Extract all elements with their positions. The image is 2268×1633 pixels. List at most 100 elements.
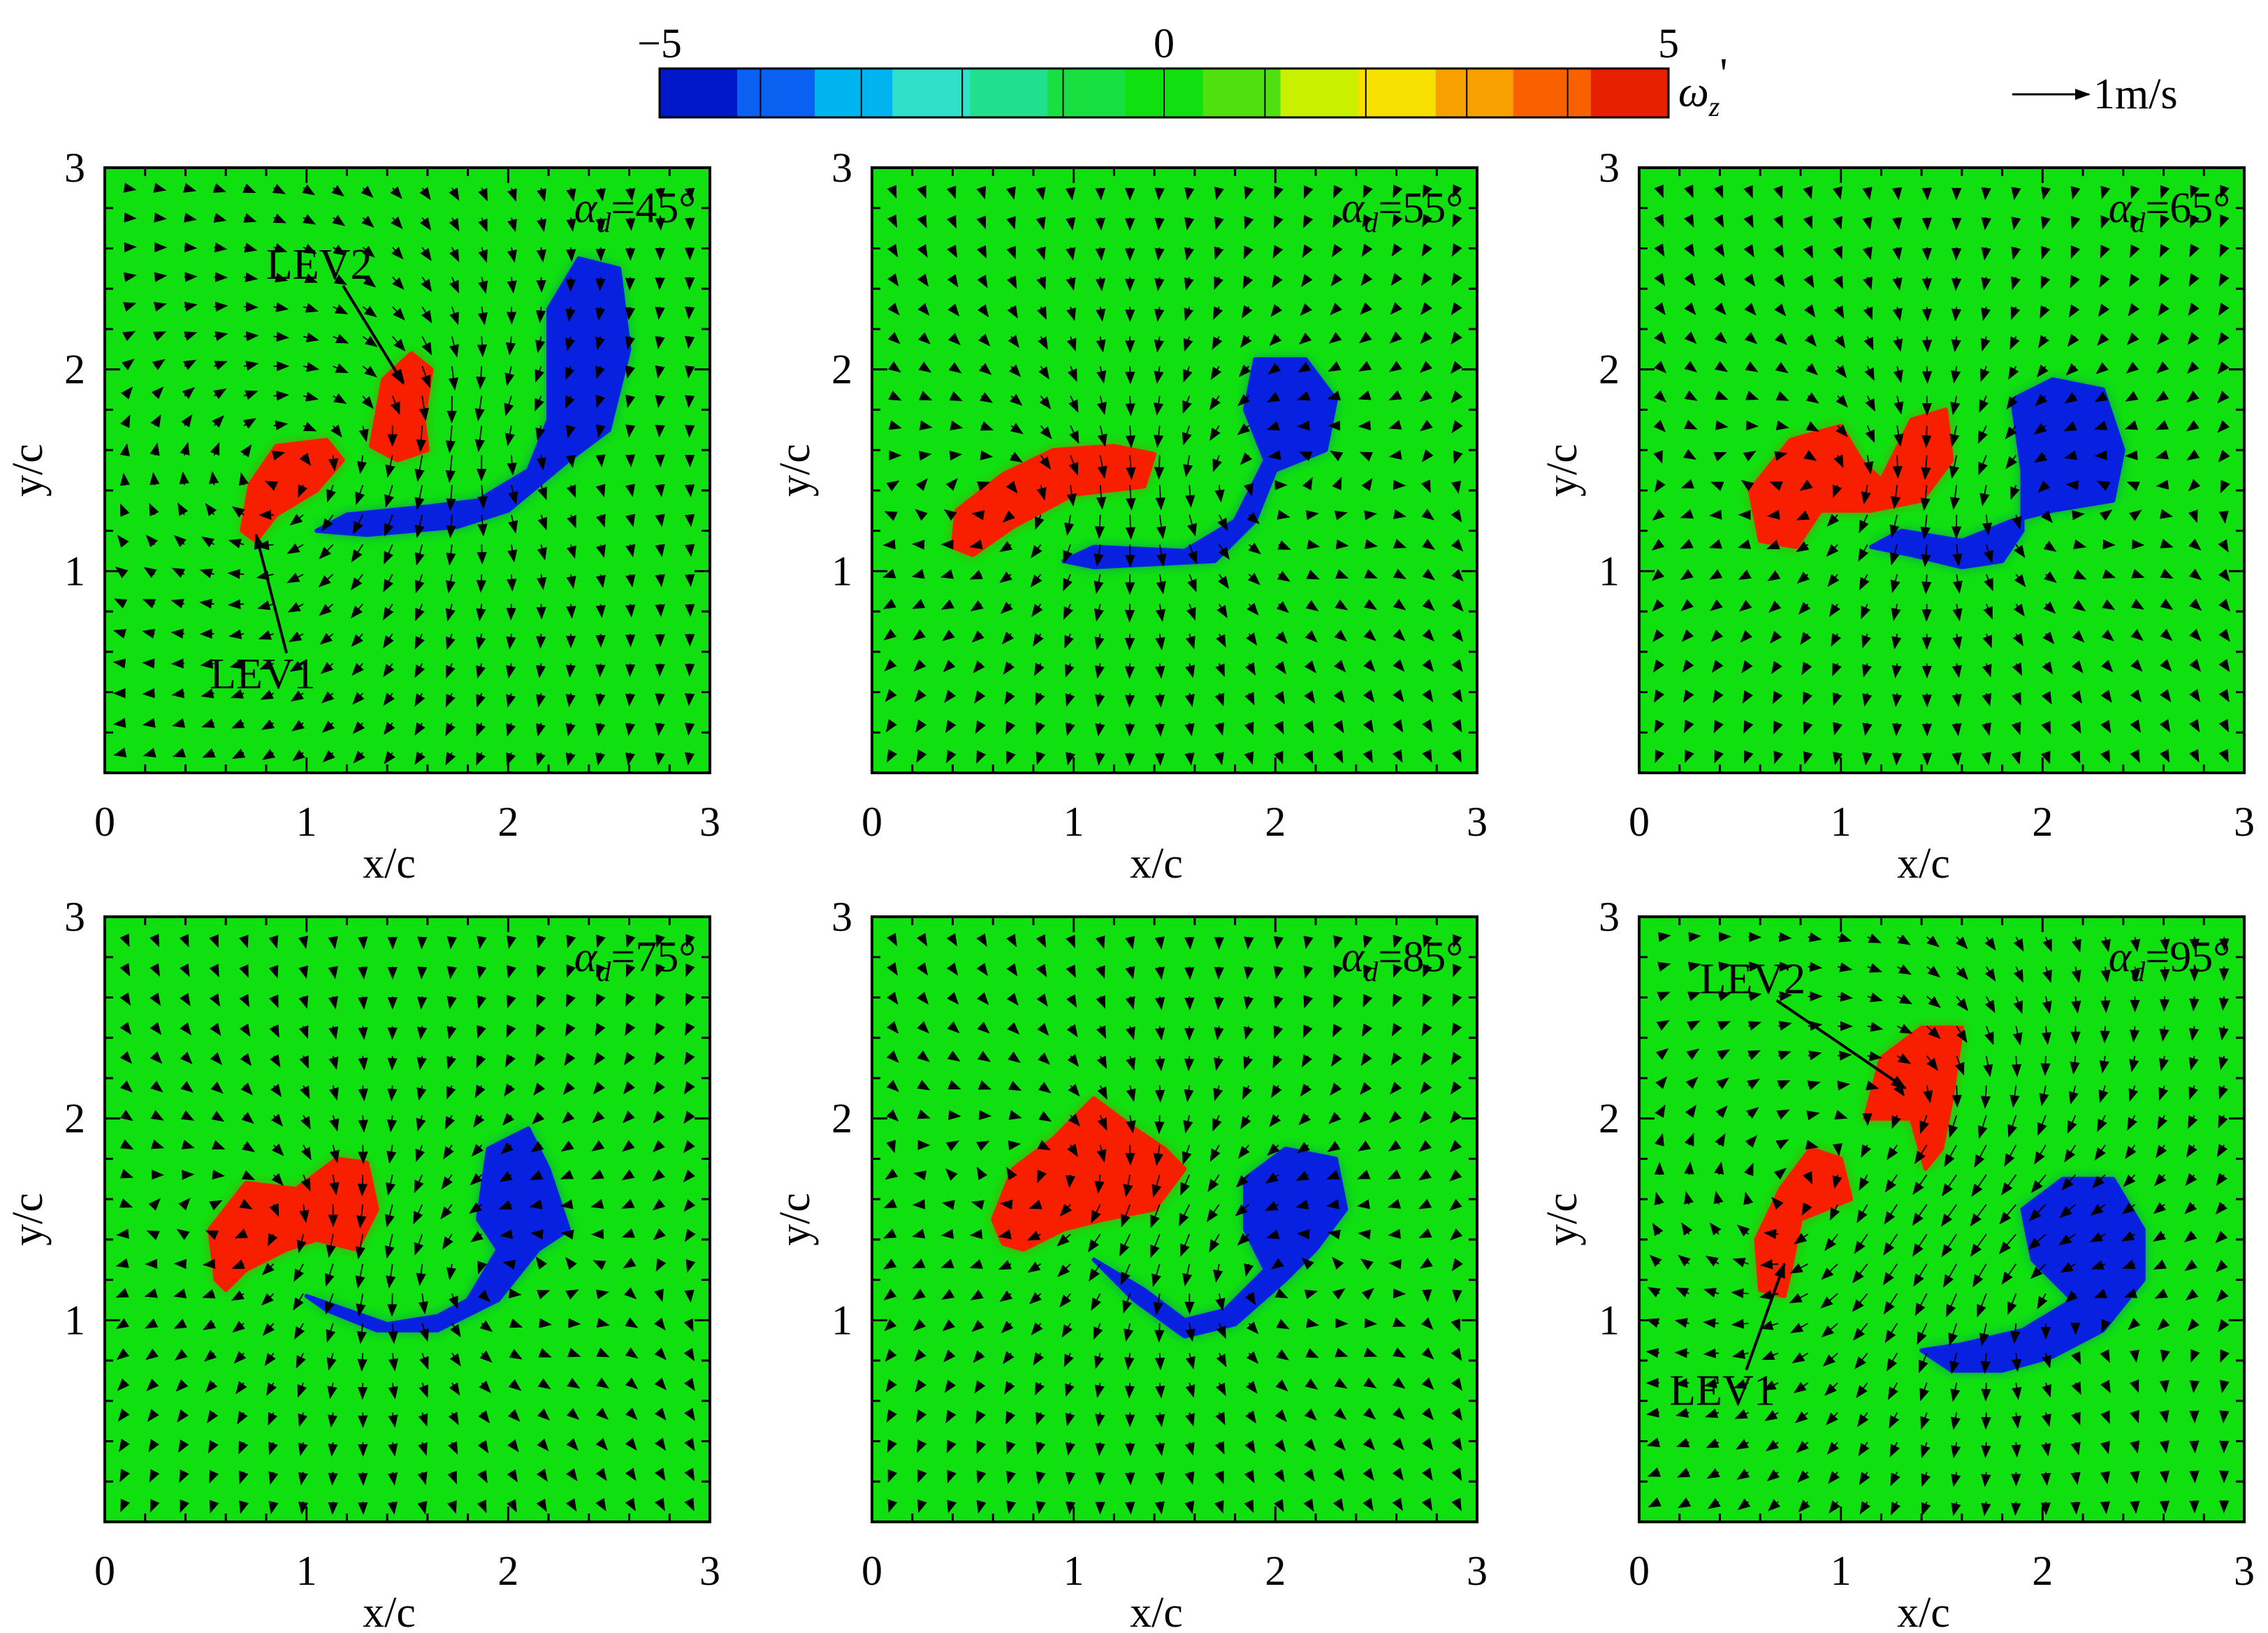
velocity-vector (328, 455, 339, 472)
velocity-vector (116, 1228, 129, 1239)
velocity-vector (383, 574, 394, 593)
velocity-vector (242, 418, 257, 429)
velocity-vector (142, 658, 155, 669)
velocity-vector (392, 335, 406, 351)
velocity-vector (1891, 753, 1903, 766)
velocity-vector (1126, 485, 1136, 511)
velocity-vector (358, 425, 369, 442)
velocity-vector (112, 718, 126, 728)
x-tick-label: 0 (94, 1548, 115, 1594)
velocity-vector (333, 333, 349, 344)
velocity-vector (507, 574, 517, 592)
velocity-vector (303, 391, 319, 402)
velocity-vector (417, 936, 428, 950)
velocity-vector (333, 274, 347, 285)
velocity-vector (596, 544, 606, 558)
velocity-vector (1124, 753, 1135, 767)
panel-angle-label: αd=45° (574, 184, 696, 238)
velocity-vector (1063, 544, 1073, 564)
velocity-vector (1125, 514, 1136, 540)
velocity-vector (536, 752, 546, 767)
velocity-vector (1010, 423, 1024, 435)
velocity-vector (1154, 277, 1165, 291)
velocity-vector (684, 514, 695, 528)
panel-angle-label: αd=95° (2109, 934, 2230, 987)
velocity-vector (975, 720, 986, 734)
velocity-vector (421, 365, 431, 389)
velocity-vector (154, 212, 167, 223)
velocity-vector (655, 692, 665, 706)
velocity-vector (273, 273, 289, 283)
velocity-vector (259, 660, 274, 670)
velocity-vector (1065, 187, 1076, 201)
velocity-vector (977, 304, 989, 318)
velocity-vector (228, 629, 245, 639)
velocity-vector (387, 1293, 398, 1317)
velocity-vector (478, 247, 488, 263)
velocity-vector (1006, 245, 1016, 260)
velocity-vector (1095, 247, 1105, 261)
velocity-vector (1068, 455, 1079, 476)
velocity-vector (201, 536, 215, 548)
chart-panel: 0 1 2 3 1 2 3 x/c y/c αd=55° (771, 145, 1488, 887)
velocity-vector (230, 689, 245, 699)
velocity-vector (595, 306, 606, 321)
velocity-vector (565, 723, 576, 737)
velocity-vector (1033, 633, 1044, 647)
velocity-vector (1039, 455, 1052, 470)
y-axis-label: y/c (771, 444, 819, 497)
velocity-vector (446, 544, 456, 566)
velocity-vector (119, 443, 130, 457)
colorbar: −5 0 5 ωz' (637, 20, 1727, 122)
velocity-vector (536, 633, 546, 649)
velocity-vector (352, 721, 365, 734)
velocity-vector (122, 358, 135, 371)
chart-panel: 0 1 2 3 1 2 3 x/c y/c αd=75° (4, 894, 720, 1633)
velocity-vector (915, 719, 927, 733)
velocity-vector (1951, 1085, 1962, 1108)
velocity-vector (1155, 604, 1166, 623)
velocity-vector (1184, 692, 1195, 708)
velocity-vector (199, 598, 215, 609)
velocity-vector (2011, 1502, 2021, 1516)
velocity-vector (205, 502, 217, 516)
velocity-vector (150, 414, 161, 428)
velocity-vector (448, 365, 459, 391)
y-tick-label: 2 (831, 1096, 852, 1142)
velocity-vector (351, 544, 363, 563)
velocity-vector (1921, 217, 1932, 231)
x-axis-label: x/c (1130, 840, 1183, 887)
velocity-vector (2189, 1380, 2200, 1393)
velocity-vector (1005, 480, 1018, 494)
velocity-vector (655, 544, 665, 558)
x-tick-label: 1 (1831, 799, 1852, 845)
velocity-vector (625, 723, 636, 736)
velocity-vector (535, 306, 546, 324)
velocity-vector (1154, 723, 1165, 737)
velocity-vector (303, 332, 319, 342)
velocity-vector (414, 485, 425, 511)
velocity-vector (1095, 217, 1105, 231)
velocity-vector (595, 723, 606, 736)
velocity-vector (1951, 217, 1962, 231)
velocity-vector (170, 598, 185, 609)
velocity-vector (200, 658, 215, 669)
velocity-vector (449, 277, 459, 293)
plot-frame (103, 166, 711, 774)
velocity-vector (1154, 365, 1164, 384)
velocity-vector (506, 723, 516, 737)
velocity-vector (260, 689, 275, 700)
velocity-vector (506, 663, 516, 678)
velocity-vector (303, 421, 317, 432)
velocity-vector (474, 395, 485, 421)
velocity-vector (1388, 1259, 1402, 1270)
velocity-vector (945, 720, 957, 734)
velocity-vector (1001, 631, 1015, 645)
velocity-vector (1184, 966, 1195, 980)
positive-vorticity-region (369, 351, 434, 463)
velocity-vector (980, 450, 994, 460)
velocity-vector (273, 420, 289, 430)
velocity-vector (213, 212, 227, 223)
velocity-vector (1154, 455, 1165, 480)
velocity-vector (567, 1318, 581, 1328)
